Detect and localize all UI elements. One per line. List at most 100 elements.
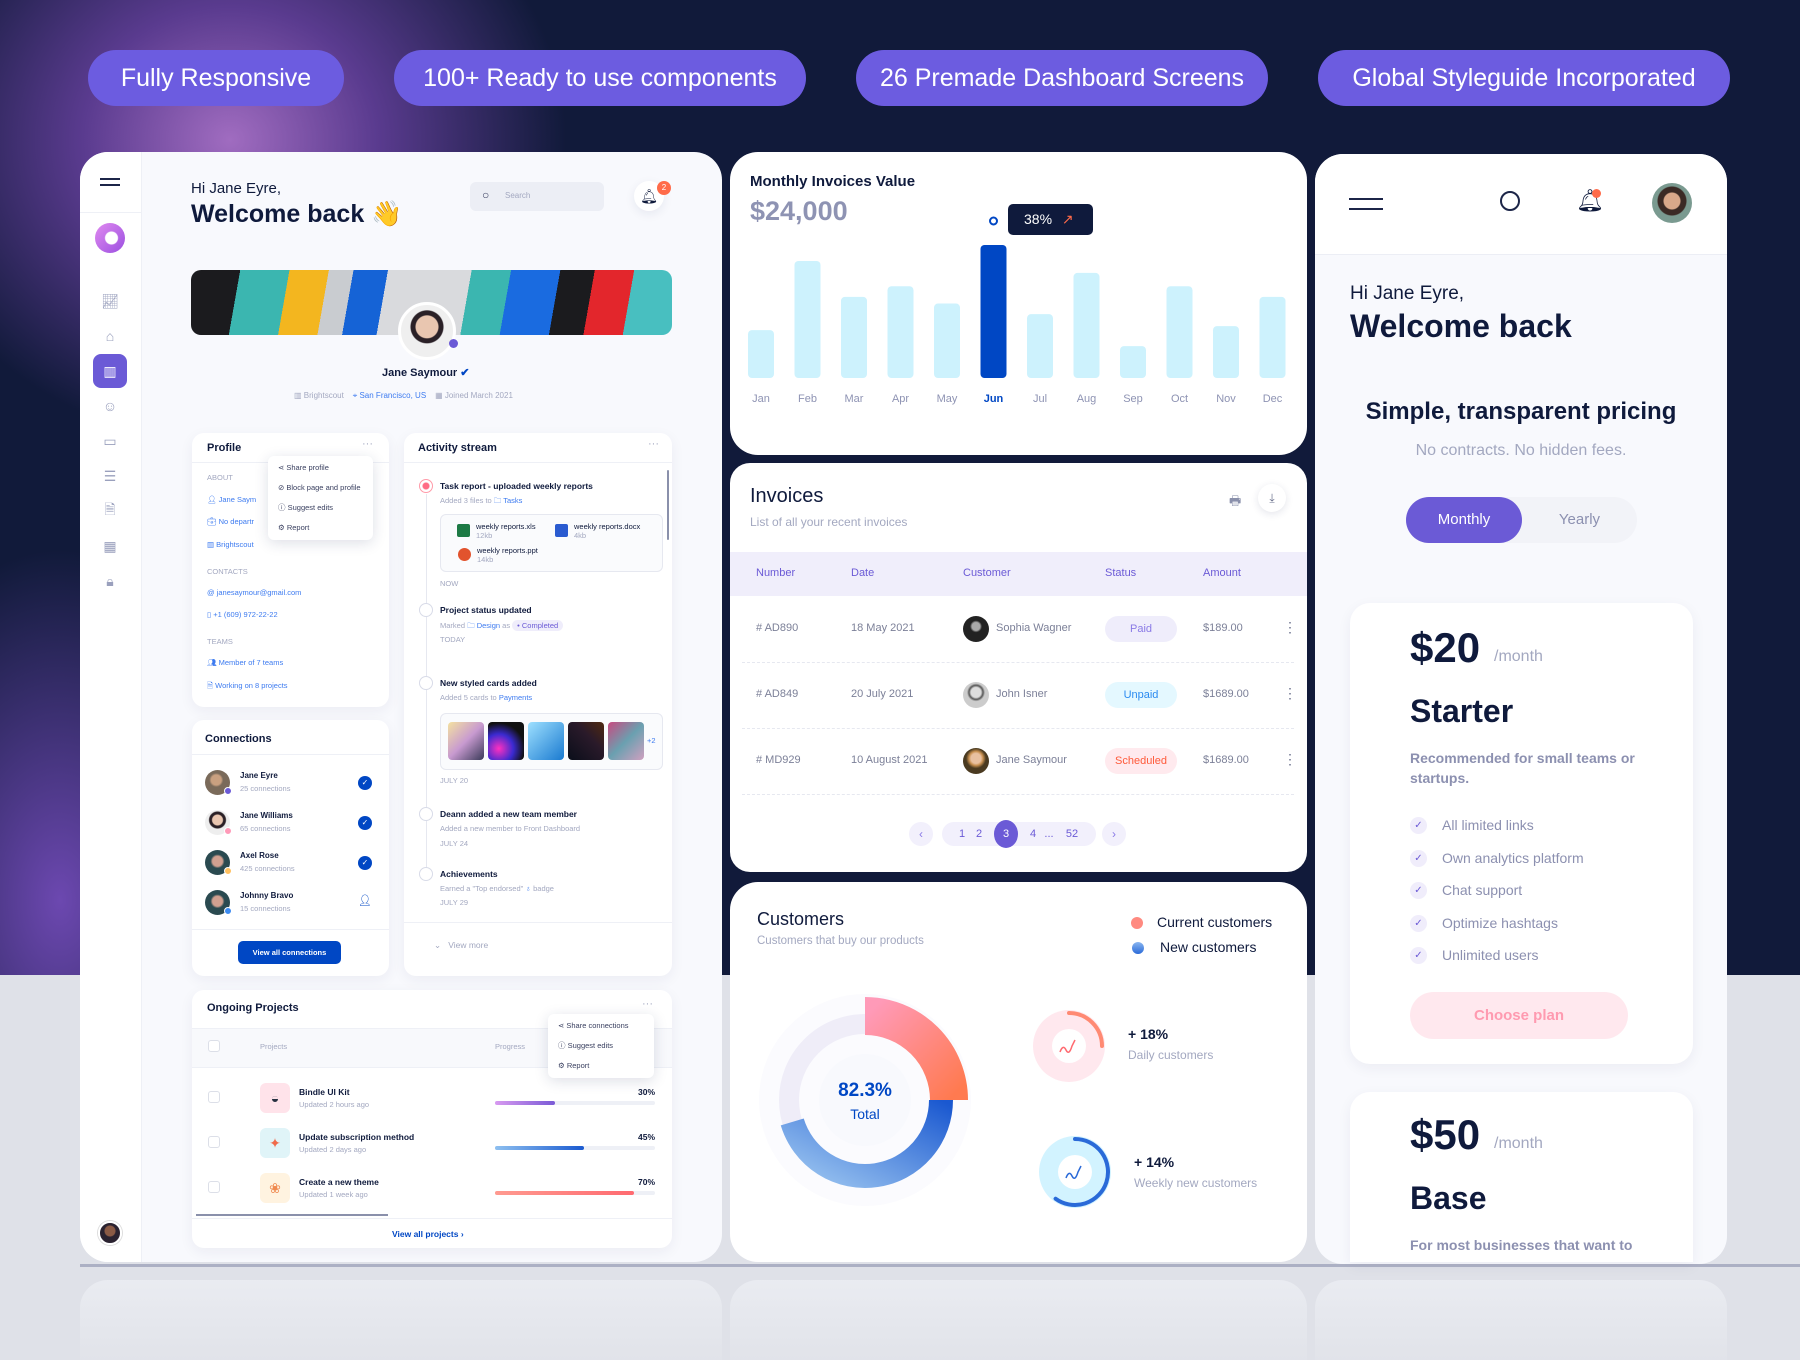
next-page-button[interactable]: › bbox=[1102, 822, 1126, 846]
connection-count: 15 connections bbox=[240, 904, 291, 913]
view-all-projects-link[interactable]: View all projects › bbox=[392, 1229, 464, 1239]
card-thumbnail[interactable] bbox=[488, 722, 524, 760]
ring-inner bbox=[1052, 1029, 1086, 1063]
phone-link[interactable]: ▯ +1 (609) 972-22-22 bbox=[207, 610, 278, 619]
user-avatar[interactable] bbox=[98, 1221, 122, 1245]
sidebar-item[interactable]: 📈︎ bbox=[93, 284, 127, 318]
connected-check-icon[interactable]: ✓ bbox=[358, 816, 372, 830]
file-item[interactable]: weekly reports.xls 12kb bbox=[476, 522, 536, 540]
more-count[interactable]: +2 bbox=[647, 736, 656, 745]
card-thumbnail[interactable] bbox=[568, 722, 604, 760]
column-header[interactable]: Number bbox=[756, 567, 796, 579]
project-name[interactable]: Create a new theme bbox=[299, 1177, 379, 1187]
invoice-number[interactable]: # AD890 bbox=[756, 622, 799, 634]
print-icon[interactable]: 🖶 bbox=[1229, 493, 1242, 508]
connection-name[interactable]: Axel Rose bbox=[240, 851, 279, 860]
bar-mar[interactable] bbox=[841, 296, 867, 378]
invoice-number[interactable]: # MD929 bbox=[756, 754, 801, 766]
bar-jun[interactable] bbox=[980, 245, 1007, 378]
column-header[interactable]: Date bbox=[851, 567, 875, 579]
view-all-connections-button[interactable]: View all connections bbox=[238, 941, 341, 964]
file-item[interactable]: weekly reports.docx 4kb bbox=[574, 522, 641, 540]
bar-jul[interactable] bbox=[1027, 314, 1053, 378]
sidebar-item[interactable]: 🗎 bbox=[93, 494, 127, 528]
column-header[interactable]: Status bbox=[1105, 567, 1137, 579]
projects-link[interactable]: 🗎 Working on 8 projects bbox=[207, 681, 288, 690]
email-link[interactable]: @ janesaymour@gmail.com bbox=[207, 588, 302, 597]
sidebar-item[interactable]: ☰ bbox=[93, 459, 127, 493]
page-52[interactable]: 52 bbox=[1065, 828, 1079, 840]
bar-may[interactable] bbox=[934, 303, 960, 378]
sidebar-item[interactable]: 🔒︎ bbox=[93, 564, 127, 598]
profile-name: Jane Saymour ✔ bbox=[382, 367, 470, 379]
row-checkbox[interactable] bbox=[208, 1091, 220, 1103]
user-avatar[interactable] bbox=[1652, 183, 1692, 223]
donut-segment-new[interactable] bbox=[780, 1099, 953, 1188]
more-icon[interactable]: ··· bbox=[648, 438, 659, 450]
invoice-number[interactable]: # AD849 bbox=[756, 688, 799, 700]
connected-check-icon[interactable]: ✓ bbox=[358, 856, 372, 870]
prev-page-button[interactable]: ‹ bbox=[909, 822, 933, 846]
more-icon[interactable]: ··· bbox=[642, 998, 653, 1010]
project-name[interactable]: Bindle UI Kit bbox=[299, 1087, 350, 1097]
chart-title: Monthly Invoices Value bbox=[750, 173, 916, 190]
sidebar-item[interactable]: ☺ bbox=[93, 389, 127, 423]
search-icon[interactable] bbox=[1500, 191, 1520, 211]
menu-item-suggest[interactable]: ⓘ Suggest edits bbox=[278, 503, 334, 512]
view-more-button[interactable]: ⌄ View more bbox=[434, 940, 489, 950]
column-header[interactable]: Customer bbox=[963, 567, 1011, 579]
menu-item-report[interactable]: ⚙︎ Report bbox=[278, 523, 310, 532]
download-icon[interactable]: ⤓ bbox=[1258, 484, 1286, 512]
sidebar-item[interactable]: ▭ bbox=[93, 424, 127, 458]
page-2[interactable]: 2 bbox=[975, 828, 983, 840]
sidebar-item[interactable]: ▦ bbox=[93, 529, 127, 563]
sidebar-item[interactable]: ⌂ bbox=[93, 319, 127, 353]
file-item[interactable]: weekly reports.ppt 14kb bbox=[477, 546, 538, 564]
row-checkbox[interactable] bbox=[208, 1136, 220, 1148]
page-1[interactable]: 1 bbox=[958, 828, 966, 840]
page-3[interactable]: 3 bbox=[994, 820, 1018, 848]
greeting: Hi Jane Eyre, bbox=[1350, 283, 1465, 304]
toggle-yearly[interactable]: Yearly bbox=[1558, 511, 1601, 528]
connection-name[interactable]: Jane Eyre bbox=[240, 771, 278, 780]
card-thumbnail[interactable] bbox=[608, 722, 644, 760]
choose-plan-button[interactable]: Choose plan bbox=[1410, 992, 1628, 1039]
bar-dec[interactable] bbox=[1259, 296, 1286, 378]
row-menu-icon[interactable]: ⋮ bbox=[1283, 685, 1297, 701]
horizontal-scrollbar[interactable] bbox=[196, 1214, 388, 1216]
select-all-checkbox[interactable] bbox=[208, 1040, 220, 1052]
bar-nov[interactable] bbox=[1213, 326, 1239, 378]
row-menu-icon[interactable]: ⋮ bbox=[1283, 751, 1297, 767]
menu-item-share[interactable]: ⋖ Share profile bbox=[278, 463, 329, 472]
bar-sep[interactable] bbox=[1120, 346, 1146, 378]
menu-icon[interactable] bbox=[1349, 198, 1383, 210]
menu-item-report[interactable]: ⚙︎ Report bbox=[558, 1061, 590, 1070]
toggle-monthly[interactable]: Monthly bbox=[1406, 497, 1522, 543]
page-4[interactable]: 4 bbox=[1029, 828, 1037, 840]
donut-segment-current[interactable] bbox=[864, 997, 968, 1101]
row-menu-icon[interactable]: ⋮ bbox=[1283, 619, 1297, 635]
bar-apr[interactable] bbox=[887, 286, 914, 378]
row-checkbox[interactable] bbox=[208, 1181, 220, 1193]
bar-jan[interactable] bbox=[748, 330, 774, 378]
menu-icon[interactable] bbox=[100, 178, 120, 186]
menu-item-share[interactable]: ⋖ Share connections bbox=[558, 1021, 629, 1030]
more-icon[interactable]: ··· bbox=[362, 438, 373, 450]
bar-aug[interactable] bbox=[1073, 272, 1100, 378]
bar-oct[interactable] bbox=[1166, 286, 1193, 378]
project-name[interactable]: Update subscription method bbox=[299, 1132, 415, 1142]
connected-check-icon[interactable]: ✓ bbox=[358, 776, 372, 790]
menu-item-block[interactable]: ⊘ Block page and profile bbox=[278, 483, 361, 492]
sidebar-item[interactable]: ▥ bbox=[93, 354, 127, 388]
card-thumbnail[interactable] bbox=[528, 722, 564, 760]
bar-feb[interactable] bbox=[794, 260, 821, 378]
connection-name[interactable]: Johnny Bravo bbox=[240, 891, 294, 900]
teams-link[interactable]: 👥︎ Member of 7 teams bbox=[207, 658, 284, 667]
scrollbar[interactable] bbox=[667, 470, 669, 540]
connection-name[interactable]: Jane Williams bbox=[240, 811, 293, 820]
card-thumbnail[interactable] bbox=[448, 722, 484, 760]
column-header[interactable]: Amount bbox=[1203, 567, 1241, 579]
add-user-icon[interactable]: 👤︎ bbox=[358, 895, 372, 907]
search-input[interactable]: ○ Search bbox=[470, 182, 604, 211]
menu-item-suggest[interactable]: ⓘ Suggest edits bbox=[558, 1041, 614, 1050]
